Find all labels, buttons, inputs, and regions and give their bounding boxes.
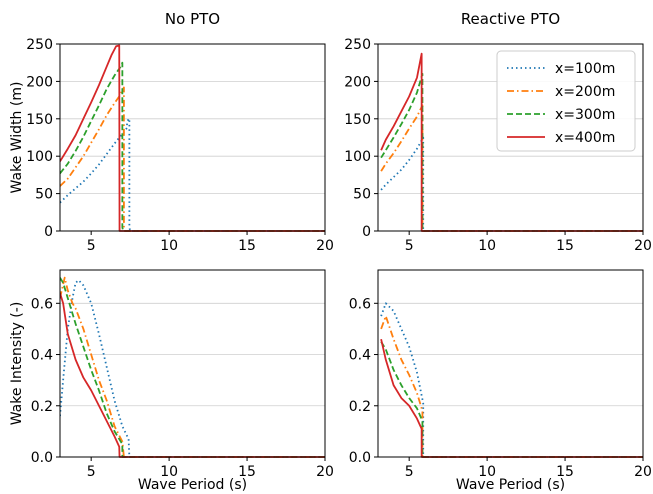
legend-label-x-400m: x=400m [555,130,615,146]
x-tick-label: 10 [160,464,178,480]
y-tick-label: 0.2 [31,399,53,415]
legend-label-x-100m: x=100m [555,61,615,77]
y-tick-label: 200 [26,74,53,90]
legend-label-x-200m: x=200m [555,84,615,100]
y-tick-label: 200 [344,74,371,90]
series-line-x-300m [60,277,325,458]
series-line-x-400m [60,292,325,458]
series-line-x-100m [60,117,325,232]
series-line-x-200m [60,86,325,232]
panel-2: 0 50 100 150 200 250 5 10 15 20 Reactive PTO x=100m… [344,10,652,254]
panel-4: 0.0 0.2 0.4 0.6 5 10 15 20 Wave Period (s) [349,269,652,493]
y-tick-label: 0.4 [349,348,371,364]
series-line-x-200m [60,276,325,458]
y-tick-label: 0.0 [349,450,371,466]
plot-frame [377,43,644,232]
x-tick-label: 20 [316,464,334,480]
plot-frame [377,269,644,458]
y-tick-label: 0.6 [31,296,53,312]
x-tick-label: 5 [405,464,414,480]
y-tick-label: 0.6 [349,296,371,312]
x-tick-label: 20 [634,238,652,254]
x-tick-label: 15 [556,464,574,480]
series-line-x-400m [60,44,325,232]
x-tick-label: 15 [238,464,256,480]
legend-box [496,50,636,152]
panel-1: 0 50 100 150 200 250 5 10 15 20 No PTO Wake Width (… [9,10,334,254]
y-axis-label: Wake Intensity (-) [9,302,25,426]
y-tick-label: 100 [344,149,371,165]
y-tick-label: 0 [362,224,371,240]
y-tick-label: 0.0 [31,450,53,466]
y-tick-label: 0.4 [31,348,53,364]
y-tick-label: 250 [26,37,53,53]
plot-frame [59,43,326,232]
x-tick-label: 15 [556,238,574,254]
y-tick-label: 150 [344,112,371,128]
x-tick-label: 20 [634,464,652,480]
y-tick-label: 0 [44,224,53,240]
x-axis-label: Wave Period (s) [456,477,565,493]
y-tick-label: 0.2 [349,399,371,415]
x-tick-label: 15 [238,238,256,254]
series-line-x-200m [380,315,643,458]
legend-label-x-300m: x=300m [555,107,615,123]
series-line-x-100m [380,302,643,458]
legend: x=100m x=200m x=300m x=400m [496,50,636,152]
series-line-x-300m [60,61,325,232]
x-tick-label: 5 [405,238,414,254]
series-line-x-400m [380,338,643,458]
x-axis-label: Wave Period (s) [138,477,247,493]
y-tick-label: 100 [26,149,53,165]
x-tick-label: 5 [87,464,96,480]
panel-3: 0.0 0.2 0.4 0.6 5 10 15 20 Wake Intensity (-) Wav… [9,269,334,493]
x-tick-label: 5 [87,238,96,254]
panel-title: Reactive PTO [461,10,560,28]
y-tick-label: 50 [35,187,53,203]
series-line-x-300m [380,341,643,458]
plot-frame [59,269,326,458]
y-tick-label: 250 [344,37,371,53]
series-line-x-100m [60,279,325,458]
x-tick-label: 10 [478,464,496,480]
series-line-x-100m [380,136,643,232]
y-tick-label: 150 [26,112,53,128]
panel-title: No PTO [165,10,220,28]
y-axis-label: Wake Width (m) [9,82,25,194]
x-tick-label: 10 [160,238,178,254]
y-tick-label: 50 [353,187,371,203]
x-tick-label: 10 [478,238,496,254]
x-tick-label: 20 [316,238,334,254]
